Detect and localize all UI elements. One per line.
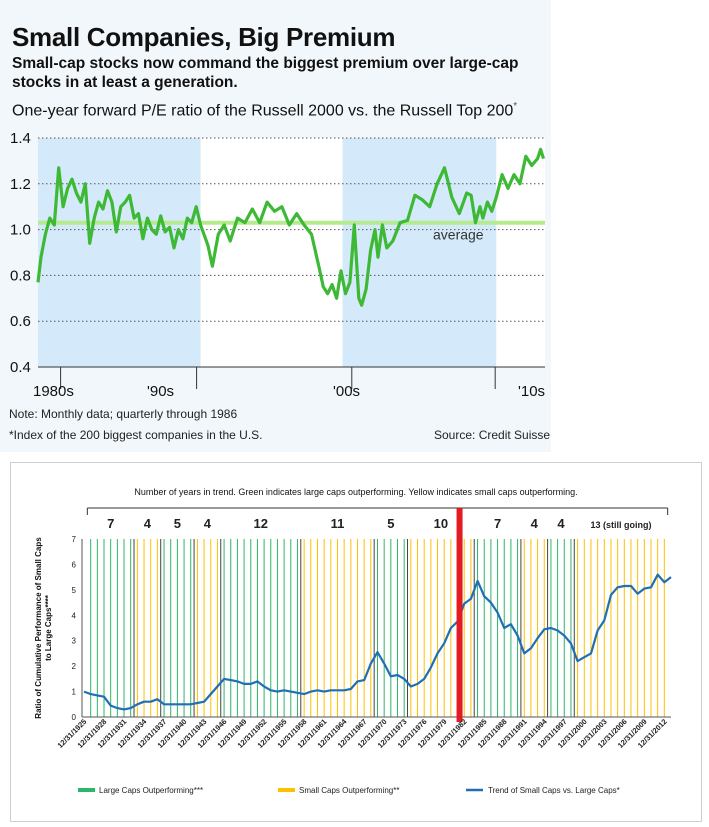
y-tick-label: 7 <box>72 535 77 544</box>
decade-shade-1 <box>342 138 497 367</box>
legend-label-trend: Trend of Small Caps vs. Large Caps* <box>488 786 620 795</box>
chart-title-marker: * <box>513 101 518 112</box>
y-axis-title-line2: to Large Caps**** <box>44 594 53 661</box>
x-tick-label: '00s <box>333 383 360 400</box>
trend-chart-title: Number of years in trend. Green indicate… <box>134 487 577 497</box>
period-years-label: 4 <box>531 516 539 531</box>
y-tick-label: 0 <box>72 713 77 722</box>
period-years-label: 5 <box>174 516 181 531</box>
y-tick-label: 3 <box>72 637 77 646</box>
y-tick-label: 1 <box>72 688 77 697</box>
x-tick-label: '90s <box>147 383 174 400</box>
legend-label-large-caps: Large Caps Outperforming*** <box>99 786 203 795</box>
period-years-label: 13 (still going) <box>590 520 651 530</box>
period-years-label: 4 <box>204 516 212 531</box>
trend-chart: Number of years in trend. Green indicate… <box>34 487 672 795</box>
period-years-label: 11 <box>331 516 345 531</box>
y-tick-label: 1.2 <box>10 176 31 193</box>
average-label: average <box>433 227 484 243</box>
y-tick-label: 5 <box>72 586 77 595</box>
y-tick-label: 4 <box>72 611 77 620</box>
period-years-label: 5 <box>387 516 394 531</box>
y-tick-label: 6 <box>72 560 77 569</box>
bottom-chart-panel: Number of years in trend. Green indicate… <box>10 462 702 822</box>
x-tick-label: '10s <box>518 383 545 400</box>
y-tick-label: 0.6 <box>10 313 31 330</box>
y-tick-label: 1.4 <box>10 130 31 147</box>
chart-headline: Small Companies, Big Premium <box>12 22 396 52</box>
legend-swatch-large-caps <box>78 788 95 792</box>
period-years-label: 12 <box>254 516 268 531</box>
y-axis-title-line1: Ratio of Cumulative Performance of Small… <box>34 537 43 719</box>
trend-series-line <box>83 573 672 711</box>
chart-source: Source: Credit Suisse <box>434 428 551 442</box>
chart-subheadline: Small-cap stocks now command the biggest… <box>12 55 519 91</box>
pe-ratio-series-line <box>36 147 546 307</box>
decade-shade-0 <box>38 138 201 367</box>
top-chart-panel: Small Companies, Big Premium Small-cap s… <box>0 0 551 452</box>
chart-title-text: One-year forward P/E ratio of the Russel… <box>12 102 514 120</box>
chart-note-monthly: Note: Monthly data; quarterly through 19… <box>9 407 238 421</box>
legend-label-small-caps: Small Caps Outperforming** <box>299 786 399 795</box>
y-tick-label: 0.8 <box>10 267 31 284</box>
period-years-label: 7 <box>494 516 501 531</box>
chart-title: One-year forward P/E ratio of the Russel… <box>12 101 517 120</box>
y-tick-label: 1.0 <box>10 222 31 239</box>
y-tick-label: 2 <box>72 662 77 671</box>
period-years-label: 7 <box>107 516 114 531</box>
period-years-label: 4 <box>557 516 565 531</box>
period-years-label: 10 <box>434 516 448 531</box>
chart-note-index: *Index of the 200 biggest companies in t… <box>9 428 263 442</box>
legend-swatch-small-caps <box>278 788 295 792</box>
y-tick-label: 0.4 <box>10 359 31 376</box>
period-years-label: 4 <box>144 516 152 531</box>
x-tick-label: 1980s <box>33 383 74 400</box>
current-period-marker <box>456 508 463 722</box>
